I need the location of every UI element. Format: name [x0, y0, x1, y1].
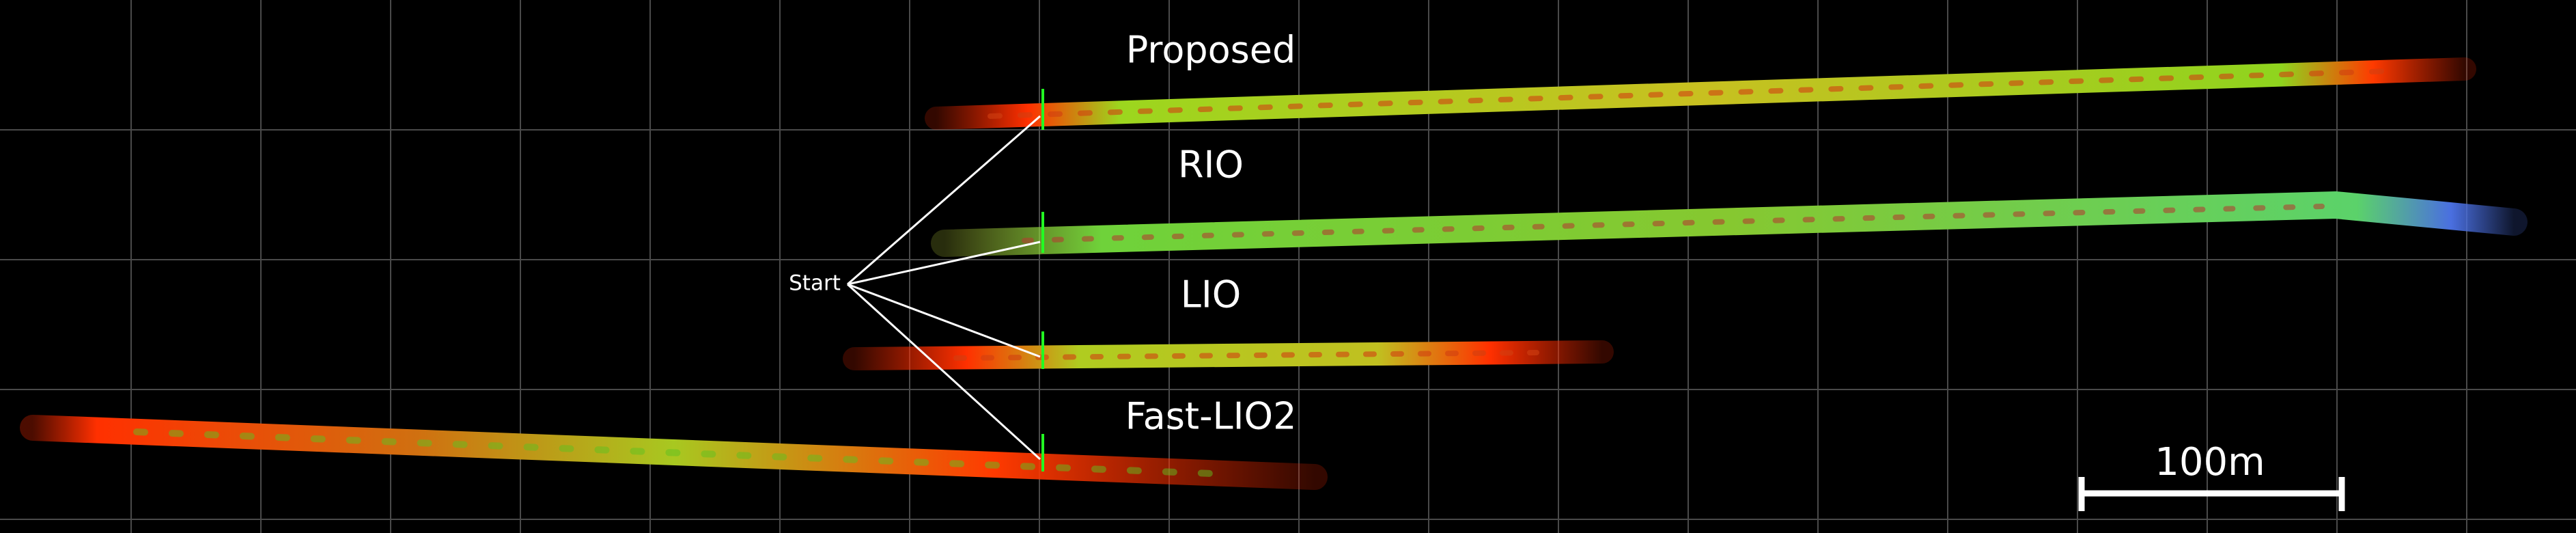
- label-rio: RIO: [1178, 144, 1244, 187]
- fast-lio2-texture: [133, 428, 1233, 478]
- scale-label: 100m: [2155, 440, 2265, 484]
- proposed-texture: [988, 68, 2393, 119]
- start-label: Start: [789, 271, 841, 296]
- start-arrows: [846, 115, 1041, 461]
- label-proposed: Proposed: [1126, 29, 1296, 72]
- proposed-map: [925, 57, 2476, 130]
- label-lio: LIO: [1181, 273, 1242, 316]
- scale-bar: [2078, 477, 2345, 511]
- trajectories: [20, 57, 2528, 490]
- label-fast-lio2: Fast-LIO2: [1125, 395, 1297, 438]
